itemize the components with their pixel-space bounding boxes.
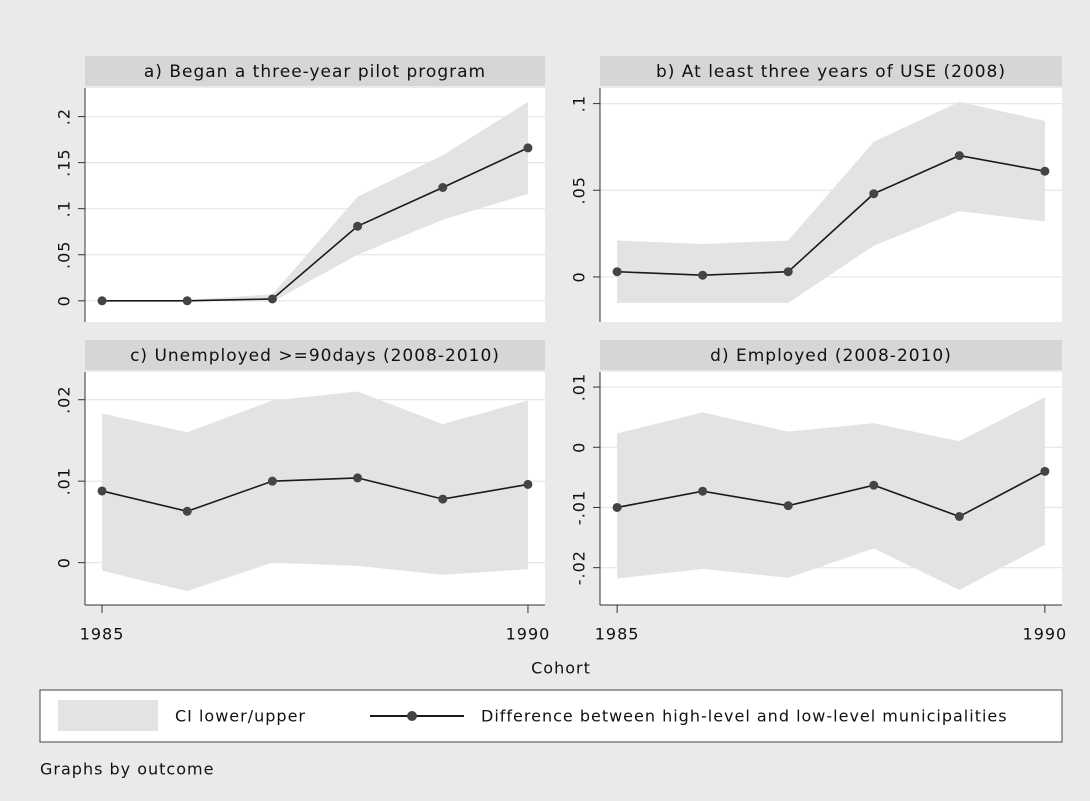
title-bar: [85, 340, 545, 370]
y-tick-label: .15: [55, 148, 74, 176]
legend-marker: [407, 711, 417, 721]
point: [438, 182, 448, 192]
point: [612, 502, 622, 512]
legend-swatch: [58, 700, 158, 731]
y-tick-label: 0: [55, 295, 74, 306]
point: [1040, 466, 1050, 476]
title-bar: [600, 56, 1062, 86]
line: [102, 147, 529, 302]
y-tick-label: .02: [55, 385, 74, 413]
y-tick-label: 0: [570, 442, 589, 453]
point: [869, 480, 879, 490]
y-tick-label: 0: [55, 557, 74, 568]
point: [1040, 166, 1050, 176]
panel-title: d) Employed (2008-2010): [710, 346, 952, 366]
point: [783, 267, 793, 277]
point: [97, 486, 107, 496]
panel-title: b) At least three years of USE (2008): [656, 62, 1006, 82]
ci-band: [617, 101, 1045, 303]
y-tick-label: .2: [55, 108, 74, 125]
point: [954, 511, 964, 521]
point: [783, 501, 793, 511]
point: [523, 143, 533, 153]
point: [182, 296, 192, 306]
title-bar: [600, 340, 1062, 370]
point: [869, 189, 879, 199]
point: [698, 270, 708, 280]
point: [698, 486, 708, 496]
panel-title: c) Unemployed >=90days (2008-2010): [130, 346, 500, 366]
point: [954, 151, 964, 161]
y-tick-label: .1: [570, 95, 589, 112]
line: [101, 477, 529, 513]
point: [97, 296, 107, 306]
line: [617, 154, 1046, 277]
ci-band: [102, 391, 528, 592]
x-axis-label: Cohort: [531, 659, 591, 678]
point: [267, 476, 277, 486]
x-tick-label: 1985: [595, 625, 640, 644]
legend-label: CI lower/upper: [175, 707, 306, 726]
x-tick-label: 1990: [506, 625, 551, 644]
panel-title: a) Began a three-year pilot program: [144, 62, 486, 82]
title-bar: [85, 56, 545, 86]
ci-band: [617, 397, 1045, 590]
y-tick-label: .01: [570, 373, 589, 401]
legend-label: Difference between high-level and low-le…: [481, 707, 1008, 726]
y-tick-label: .1: [55, 200, 74, 217]
note: Graphs by outcome: [40, 760, 214, 779]
x-tick-label: 1990: [1023, 625, 1068, 644]
point: [353, 473, 363, 483]
y-tick-label: .01: [55, 467, 74, 495]
point: [438, 494, 448, 504]
y-tick-label: 0: [570, 271, 589, 282]
legend-box: [39, 689, 1063, 743]
x-tick-label: 1985: [80, 625, 125, 644]
point: [182, 506, 192, 516]
y-tick-label: -.01: [570, 490, 589, 525]
y-tick-label: .05: [570, 176, 589, 204]
point: [612, 267, 622, 277]
point: [523, 479, 533, 489]
point: [267, 294, 277, 304]
point: [353, 221, 363, 231]
y-tick-label: .05: [55, 241, 74, 269]
y-tick-label: -.02: [570, 550, 589, 585]
line: [616, 470, 1046, 518]
